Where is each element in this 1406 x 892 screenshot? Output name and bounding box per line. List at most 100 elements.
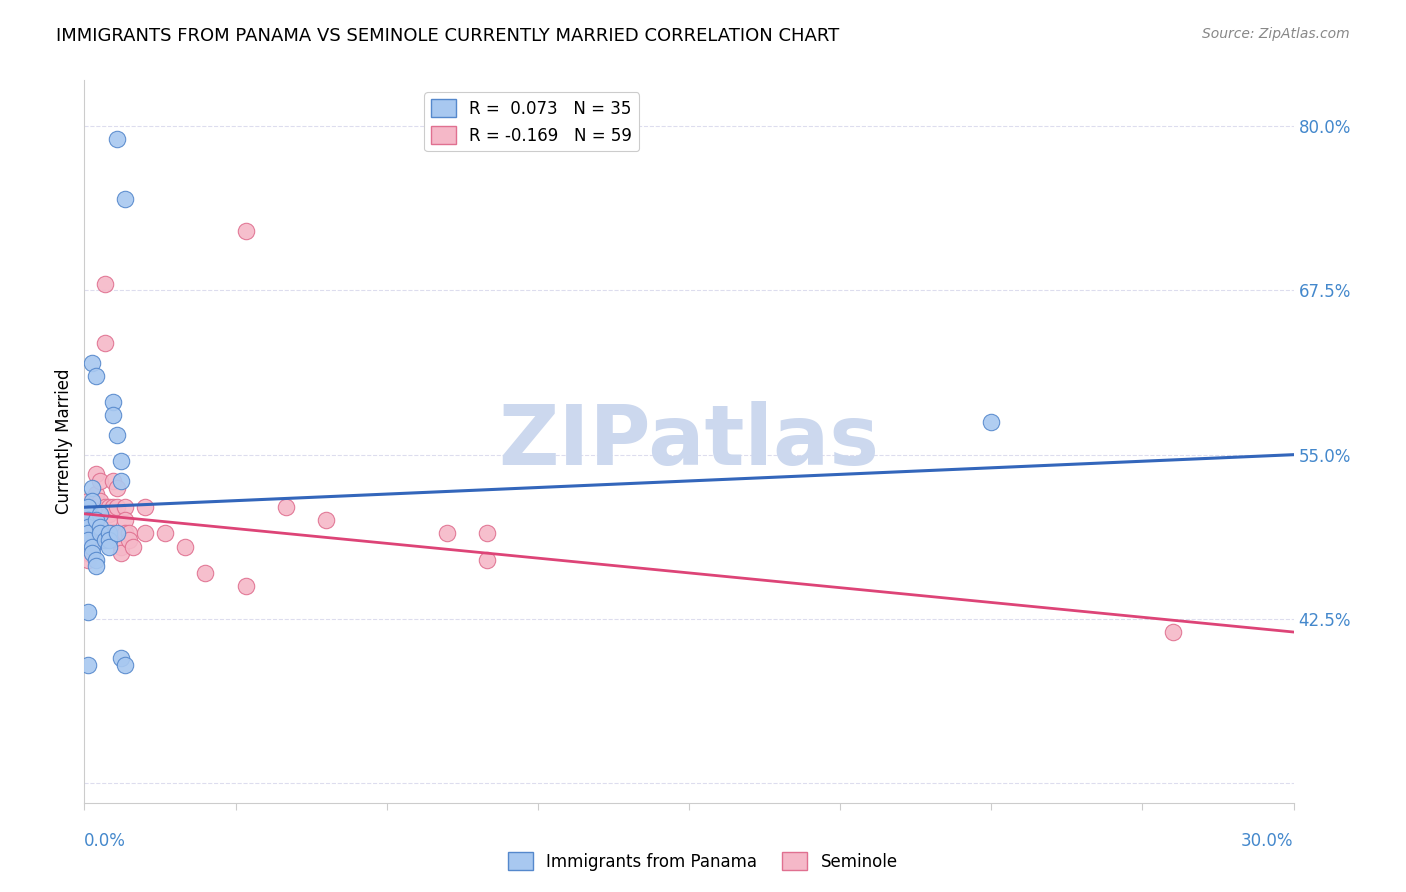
Point bbox=[174, 540, 197, 554]
Point bbox=[97, 513, 120, 527]
Point bbox=[82, 356, 104, 370]
Point bbox=[105, 481, 128, 495]
Point bbox=[86, 513, 108, 527]
Point bbox=[89, 533, 111, 547]
Point bbox=[477, 526, 499, 541]
Point bbox=[82, 513, 104, 527]
Point bbox=[97, 540, 120, 554]
Point bbox=[101, 474, 124, 488]
Point bbox=[82, 546, 104, 560]
Point bbox=[77, 605, 100, 619]
Point bbox=[89, 520, 111, 534]
Point bbox=[105, 428, 128, 442]
Point bbox=[89, 520, 111, 534]
Point bbox=[86, 559, 108, 574]
Point bbox=[315, 513, 337, 527]
Point bbox=[82, 520, 104, 534]
Point bbox=[118, 526, 141, 541]
Point bbox=[77, 520, 100, 534]
Point bbox=[110, 540, 132, 554]
Point bbox=[89, 474, 111, 488]
Point bbox=[93, 500, 115, 515]
Point bbox=[77, 526, 100, 541]
Point bbox=[77, 540, 100, 554]
Point bbox=[93, 526, 115, 541]
Point bbox=[89, 493, 111, 508]
Point bbox=[86, 507, 108, 521]
Point bbox=[101, 395, 124, 409]
Point bbox=[134, 500, 156, 515]
Point bbox=[114, 526, 136, 541]
Point bbox=[86, 368, 108, 383]
Point bbox=[77, 533, 100, 547]
Point bbox=[235, 579, 257, 593]
Point bbox=[114, 500, 136, 515]
Legend: R =  0.073   N = 35, R = -0.169   N = 59: R = 0.073 N = 35, R = -0.169 N = 59 bbox=[425, 92, 638, 152]
Point bbox=[436, 526, 458, 541]
Point bbox=[77, 500, 100, 515]
Point bbox=[114, 513, 136, 527]
Point bbox=[89, 526, 111, 541]
Point bbox=[274, 500, 297, 515]
Point bbox=[93, 336, 115, 351]
Point bbox=[77, 657, 100, 672]
Point bbox=[97, 500, 120, 515]
Point bbox=[86, 500, 108, 515]
Point bbox=[1161, 625, 1184, 640]
Point bbox=[97, 507, 120, 521]
Point bbox=[105, 500, 128, 515]
Point bbox=[86, 467, 108, 482]
Point bbox=[101, 526, 124, 541]
Point bbox=[82, 540, 104, 554]
Point bbox=[97, 526, 120, 541]
Point bbox=[235, 224, 257, 238]
Point bbox=[110, 474, 132, 488]
Point bbox=[134, 526, 156, 541]
Legend: Immigrants from Panama, Seminole: Immigrants from Panama, Seminole bbox=[502, 846, 904, 878]
Point bbox=[101, 409, 124, 423]
Point bbox=[110, 651, 132, 665]
Point bbox=[114, 192, 136, 206]
Point bbox=[77, 546, 100, 560]
Point bbox=[82, 526, 104, 541]
Point bbox=[89, 507, 111, 521]
Point bbox=[77, 533, 100, 547]
Point bbox=[82, 481, 104, 495]
Point bbox=[86, 533, 108, 547]
Point bbox=[153, 526, 176, 541]
Point bbox=[86, 487, 108, 501]
Point bbox=[114, 657, 136, 672]
Point bbox=[101, 500, 124, 515]
Point bbox=[77, 513, 100, 527]
Text: IMMIGRANTS FROM PANAMA VS SEMINOLE CURRENTLY MARRIED CORRELATION CHART: IMMIGRANTS FROM PANAMA VS SEMINOLE CURRE… bbox=[56, 27, 839, 45]
Point bbox=[89, 507, 111, 521]
Point bbox=[980, 415, 1002, 429]
Point bbox=[105, 533, 128, 547]
Text: 30.0%: 30.0% bbox=[1241, 831, 1294, 850]
Point bbox=[77, 520, 100, 534]
Text: 0.0%: 0.0% bbox=[84, 831, 127, 850]
Point bbox=[77, 553, 100, 567]
Point bbox=[82, 507, 104, 521]
Point bbox=[93, 277, 115, 291]
Point bbox=[93, 533, 115, 547]
Point bbox=[194, 566, 217, 580]
Point bbox=[77, 493, 100, 508]
Point bbox=[86, 553, 108, 567]
Point bbox=[77, 513, 100, 527]
Point bbox=[105, 526, 128, 541]
Point bbox=[86, 520, 108, 534]
Point bbox=[82, 500, 104, 515]
Text: ZIPatlas: ZIPatlas bbox=[499, 401, 879, 482]
Point bbox=[118, 533, 141, 547]
Point bbox=[105, 132, 128, 146]
Point bbox=[97, 533, 120, 547]
Point bbox=[121, 540, 143, 554]
Point bbox=[77, 526, 100, 541]
Y-axis label: Currently Married: Currently Married bbox=[55, 368, 73, 515]
Point bbox=[82, 493, 104, 508]
Point bbox=[110, 546, 132, 560]
Point bbox=[477, 553, 499, 567]
Text: Source: ZipAtlas.com: Source: ZipAtlas.com bbox=[1202, 27, 1350, 41]
Point bbox=[77, 503, 100, 517]
